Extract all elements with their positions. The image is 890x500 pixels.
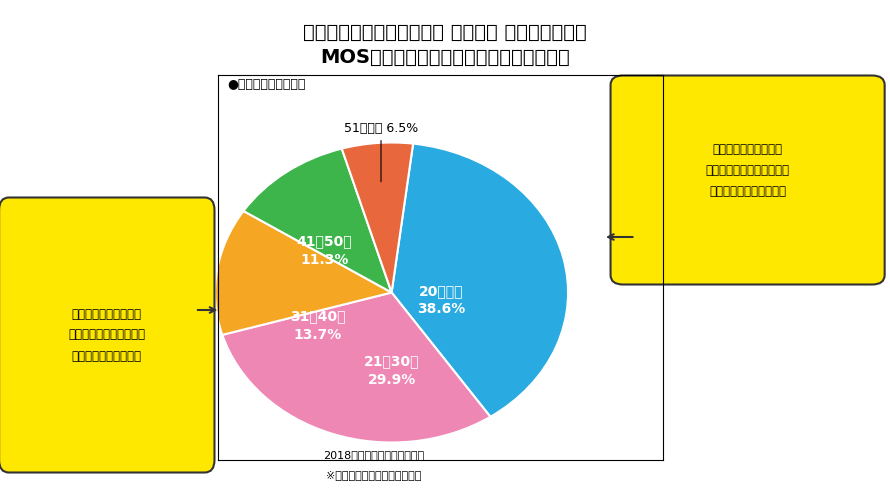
Text: 51歳以上 6.5%: 51歳以上 6.5%: [344, 122, 418, 182]
Text: 2018年受験者データから集計: 2018年受験者データから集計: [323, 450, 425, 460]
Text: 41〜50歳
11.3%: 41〜50歳 11.3%: [296, 234, 352, 266]
Text: MOS（パソコン資格）実施に関するデータ: MOS（パソコン資格）実施に関するデータ: [320, 48, 570, 66]
Text: 日本国内のマイクロソフト オフィス スペシャリスト: 日本国内のマイクロソフト オフィス スペシャリスト: [303, 22, 587, 42]
Text: 21〜30歳
29.9%: 21〜30歳 29.9%: [364, 354, 419, 386]
Wedge shape: [222, 292, 490, 442]
Text: 会社員・公務員の方も
パソコンスキルアップや
資格手当で人気です！: 会社員・公務員の方も パソコンスキルアップや 資格手当で人気です！: [69, 308, 145, 362]
Text: 20歳以下
38.6%: 20歳以下 38.6%: [417, 284, 465, 316]
FancyBboxPatch shape: [611, 76, 885, 284]
Text: 31〜40歳
13.7%: 31〜40歳 13.7%: [290, 310, 345, 342]
Text: ●受験者の年代別割合: ●受験者の年代別割合: [227, 78, 305, 90]
Text: ※株式会社オデッセイさん調べ: ※株式会社オデッセイさん調べ: [326, 470, 422, 480]
Wedge shape: [392, 144, 568, 417]
FancyBboxPatch shape: [0, 198, 214, 472]
Wedge shape: [215, 211, 392, 335]
Wedge shape: [244, 148, 392, 292]
Wedge shape: [342, 142, 413, 292]
Text: 鹿児島の学生さん達も
コンぐらで勉強してます。
就活・履歴書も一生安心: 鹿児島の学生さん達も コンぐらで勉強してます。 就活・履歴書も一生安心: [706, 143, 789, 198]
